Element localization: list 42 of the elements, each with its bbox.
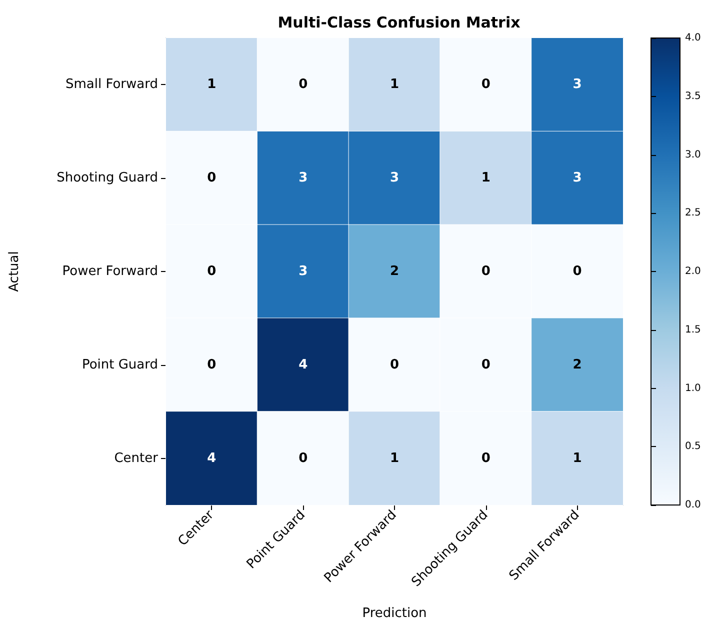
data-label: 4: [207, 450, 216, 466]
data-label: 0: [481, 77, 490, 92]
data-label: 2: [572, 357, 582, 372]
data-label: 0: [390, 357, 400, 372]
color-bar-label: 4.0: [685, 32, 701, 44]
color-bar-label: 3.5: [685, 90, 701, 102]
data-label: 0: [207, 357, 216, 372]
data-label: 0: [481, 450, 490, 466]
color-bar-label: 3.0: [685, 149, 701, 160]
y-tick-label: Power Forward: [62, 264, 158, 279]
y-tick-label: Shooting Guard: [56, 170, 158, 186]
data-label: 3: [298, 264, 308, 279]
color-bar-label: 2.0: [685, 266, 701, 277]
y-tick-label: Small Forward: [65, 77, 158, 92]
y-axis-title: Actual: [7, 251, 22, 292]
y-tick-label: Point Guard: [82, 357, 158, 372]
data-label: 1: [207, 77, 216, 92]
y-tick-label: Center: [114, 450, 159, 466]
data-label: 0: [481, 264, 490, 279]
data-label: 3: [572, 77, 582, 92]
chart-title: Multi-Class Confusion Matrix: [278, 14, 521, 32]
data-label: 0: [207, 170, 216, 186]
data-label: 2: [390, 264, 400, 279]
data-label: 0: [572, 264, 582, 279]
color-bar-label: 1.0: [685, 382, 701, 394]
color-bar-label: 0.5: [685, 441, 701, 452]
data-label: 3: [390, 170, 400, 186]
data-label: 0: [298, 77, 308, 92]
data-label: 4: [298, 357, 308, 372]
data-label: 1: [572, 450, 582, 466]
data-label: 1: [390, 77, 400, 92]
data-label: 1: [390, 450, 400, 466]
color-bar-label: 0.0: [685, 500, 701, 510]
color-bar-label: 1.5: [685, 324, 701, 336]
data-label: 0: [298, 450, 308, 466]
data-label: 3: [572, 170, 582, 186]
data-label: 3: [298, 170, 308, 186]
data-label: 0: [207, 264, 216, 279]
data-label: 1: [481, 170, 490, 186]
color-bar-label: 2.5: [685, 208, 701, 219]
data-label: 0: [481, 357, 490, 372]
x-axis-title: Prediction: [362, 606, 427, 621]
